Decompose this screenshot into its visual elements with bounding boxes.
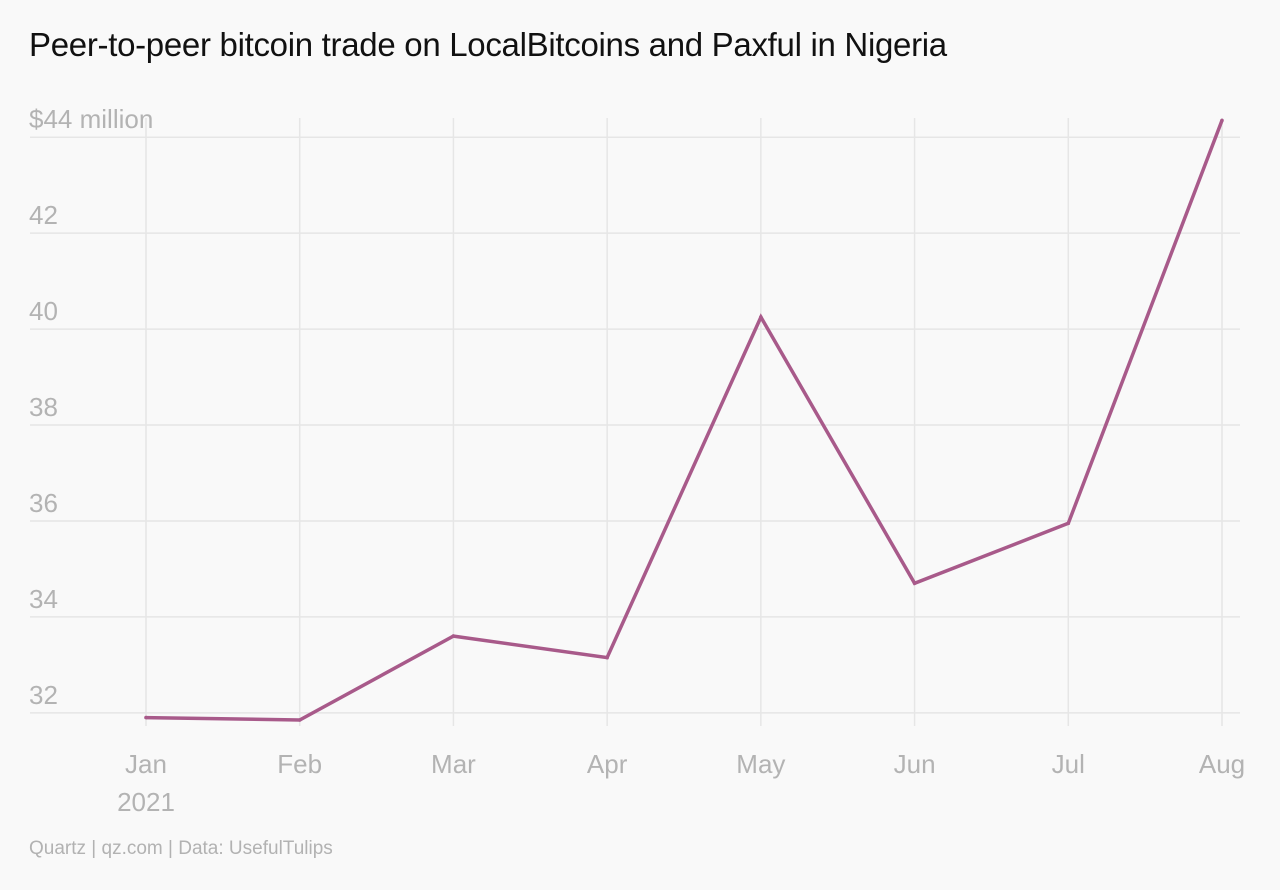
y-tick-label: 42 — [29, 200, 58, 230]
data-point — [759, 315, 763, 319]
x-tick-label: Feb — [277, 749, 322, 779]
y-tick-labels: 32 34 36 38 40 42 $44 million — [29, 104, 153, 710]
data-point — [1066, 521, 1071, 526]
x-tick-label: Jun — [894, 749, 936, 779]
x-tick-sublabel: 2021 — [117, 787, 175, 817]
data-point — [451, 634, 456, 638]
x-tick-label: Aug — [1199, 749, 1245, 779]
y-tick-label: 40 — [29, 296, 58, 326]
x-tick-label: Mar — [431, 749, 476, 779]
source-credit: Quartz | qz.com | Data: UsefulTulips — [29, 838, 333, 859]
y-tick-label: 36 — [29, 488, 58, 518]
data-point — [605, 655, 609, 660]
y-tick-label: $44 million — [29, 104, 153, 134]
data-point — [1220, 118, 1224, 123]
data-point — [912, 581, 917, 586]
y-tick-label: 32 — [29, 680, 58, 710]
data-point — [144, 715, 148, 720]
x-tick-label: Jul — [1052, 749, 1085, 779]
x-tick-label: Jan — [125, 749, 167, 779]
data-point — [297, 718, 302, 722]
series-line — [145, 119, 1224, 722]
y-gridlines — [30, 136, 1240, 714]
y-tick-label: 34 — [29, 584, 58, 614]
series-group — [144, 118, 1224, 722]
y-tick-label: 38 — [29, 392, 58, 422]
x-gridlines — [145, 118, 1223, 726]
x-tick-labels: Jan 2021 Feb Mar Apr May Jun Jul Aug — [117, 749, 1245, 817]
x-tick-label: Apr — [587, 749, 628, 779]
chart-title: Peer-to-peer bitcoin trade on LocalBitco… — [29, 26, 947, 63]
x-tick-label: May — [736, 749, 785, 779]
